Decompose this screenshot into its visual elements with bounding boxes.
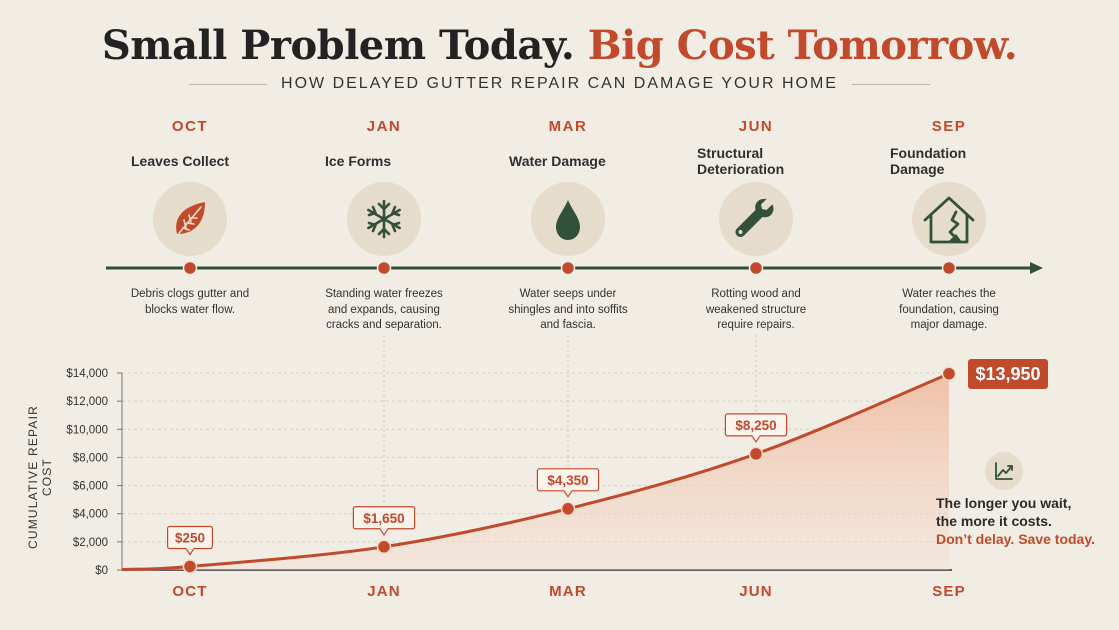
stage-month: OCT <box>171 118 209 135</box>
damaged-house-icon <box>912 182 986 256</box>
stage-description: Standing water freezes and expands, caus… <box>309 287 459 334</box>
y-axis-title: CUMULATIVE REPAIR COST <box>26 405 54 549</box>
stage-title-text: Ice Forms <box>325 153 392 169</box>
stage-month: SEP <box>931 118 967 135</box>
timeline-dot <box>941 260 957 276</box>
stage-description-text: Rotting wood and weakened structure requ… <box>705 288 807 331</box>
data-label-pointer <box>750 435 762 443</box>
data-label-pointer-mask <box>564 489 572 492</box>
subtitle-rule-left <box>189 83 268 85</box>
y-tick-label: $2,000 <box>73 537 108 549</box>
stage-description: Rotting wood and weakened structure requ… <box>681 287 831 334</box>
data-label-text: $250 <box>175 530 205 545</box>
data-label-text: $4,350 <box>547 473 588 488</box>
data-point <box>560 501 576 517</box>
stage-title-text: Leaves Collect <box>131 153 230 169</box>
y-tick-label: $6,000 <box>73 481 108 493</box>
callout-cta: Don’t delay. Save today. <box>936 531 1095 547</box>
stage-title: Ice Forms <box>309 143 459 179</box>
data-label-pointer-mask <box>186 546 194 550</box>
stage-month: JAN <box>366 118 402 135</box>
subtitle-rule-right <box>851 83 930 85</box>
subtitle-row: HOW DELAYED GUTTER REPAIR CAN DAMAGE YOU… <box>0 75 1119 93</box>
cost-area <box>122 373 949 570</box>
stage-title-text: Structural Deterioration <box>697 145 785 177</box>
leaf-icon <box>153 182 227 256</box>
stage-title-text: Foundation Damage <box>890 145 967 177</box>
stage-description: Water reaches the foundation, causing ma… <box>874 287 1024 334</box>
x-tick-label: JAN <box>367 583 401 600</box>
y-tick-label: $10,000 <box>66 424 108 436</box>
timeline-dot <box>376 260 392 276</box>
data-point <box>182 559 198 574</box>
trending-up-icon <box>985 452 1023 490</box>
page-title: Small Problem Today. Big Cost Tomorrow. <box>0 22 1119 69</box>
data-label-pointer-mask <box>752 434 760 437</box>
stage-month: MAR <box>548 118 588 135</box>
data-label-pointer-mask <box>380 527 388 530</box>
x-tick-label: SEP <box>932 583 966 600</box>
page-subtitle: HOW DELAYED GUTTER REPAIR CAN DAMAGE YOU… <box>281 75 838 92</box>
data-point <box>941 366 957 381</box>
timeline-dot <box>748 260 764 276</box>
water-drop-icon <box>531 182 605 256</box>
title-part-1: Small Problem Today. <box>101 22 575 69</box>
x-tick-label: JUN <box>739 583 773 600</box>
callout-line-2: the more it costs. <box>936 513 1052 529</box>
data-label: $8,250 <box>724 413 788 443</box>
final-cost-badge: $13,950 <box>968 359 1048 389</box>
stage-month: JUN <box>738 118 774 135</box>
stage-description-text: Water seeps under shingles and into soff… <box>508 288 628 331</box>
callout-line-1: The longer you wait, <box>936 495 1072 511</box>
data-label-pointer <box>562 490 574 498</box>
x-tick-label: MAR <box>549 583 587 600</box>
timeline-dot <box>182 260 198 276</box>
x-tick-label: OCT <box>172 583 207 600</box>
data-label-text: $1,650 <box>363 511 404 526</box>
data-point <box>376 539 392 555</box>
snowflake-icon <box>347 182 421 256</box>
stage-title: Water Damage <box>493 143 643 179</box>
stage-description: Debris clogs gutter and blocks water flo… <box>115 287 265 318</box>
cost-line <box>121 372 950 571</box>
data-label: $4,350 <box>536 468 600 498</box>
y-tick-label: $0 <box>95 565 108 577</box>
stage-title: Structural Deterioration <box>681 143 831 179</box>
stage-description: Water seeps under shingles and into soff… <box>493 287 643 334</box>
timeline-arrow-icon <box>1030 262 1043 274</box>
stage-title-text: Water Damage <box>509 153 606 169</box>
wrench-icon <box>719 182 793 256</box>
data-point <box>748 446 764 462</box>
data-label-pointer <box>184 547 196 556</box>
stage-description-text: Debris clogs gutter and blocks water flo… <box>130 288 250 316</box>
stage-description-text: Standing water freezes and expands, caus… <box>325 288 443 331</box>
data-label: $1,650 <box>352 506 416 536</box>
y-tick-label: $14,000 <box>66 368 108 380</box>
y-tick-label: $4,000 <box>73 509 108 521</box>
data-label: $250 <box>167 525 214 556</box>
stage-description-text: Water reaches the foundation, causing ma… <box>899 288 999 331</box>
stage-title: Leaves Collect <box>115 143 265 179</box>
callout-message: The longer you wait, the more it costs. … <box>936 494 1116 548</box>
data-label-pointer <box>378 528 390 536</box>
y-tick-label: $12,000 <box>66 396 108 408</box>
y-tick-label: $8,000 <box>73 452 108 464</box>
title-part-2: Big Cost Tomorrow. <box>587 22 1018 69</box>
stage-title: Foundation Damage <box>874 143 1024 179</box>
data-label-text: $8,250 <box>735 418 776 433</box>
timeline-dot <box>560 260 576 276</box>
